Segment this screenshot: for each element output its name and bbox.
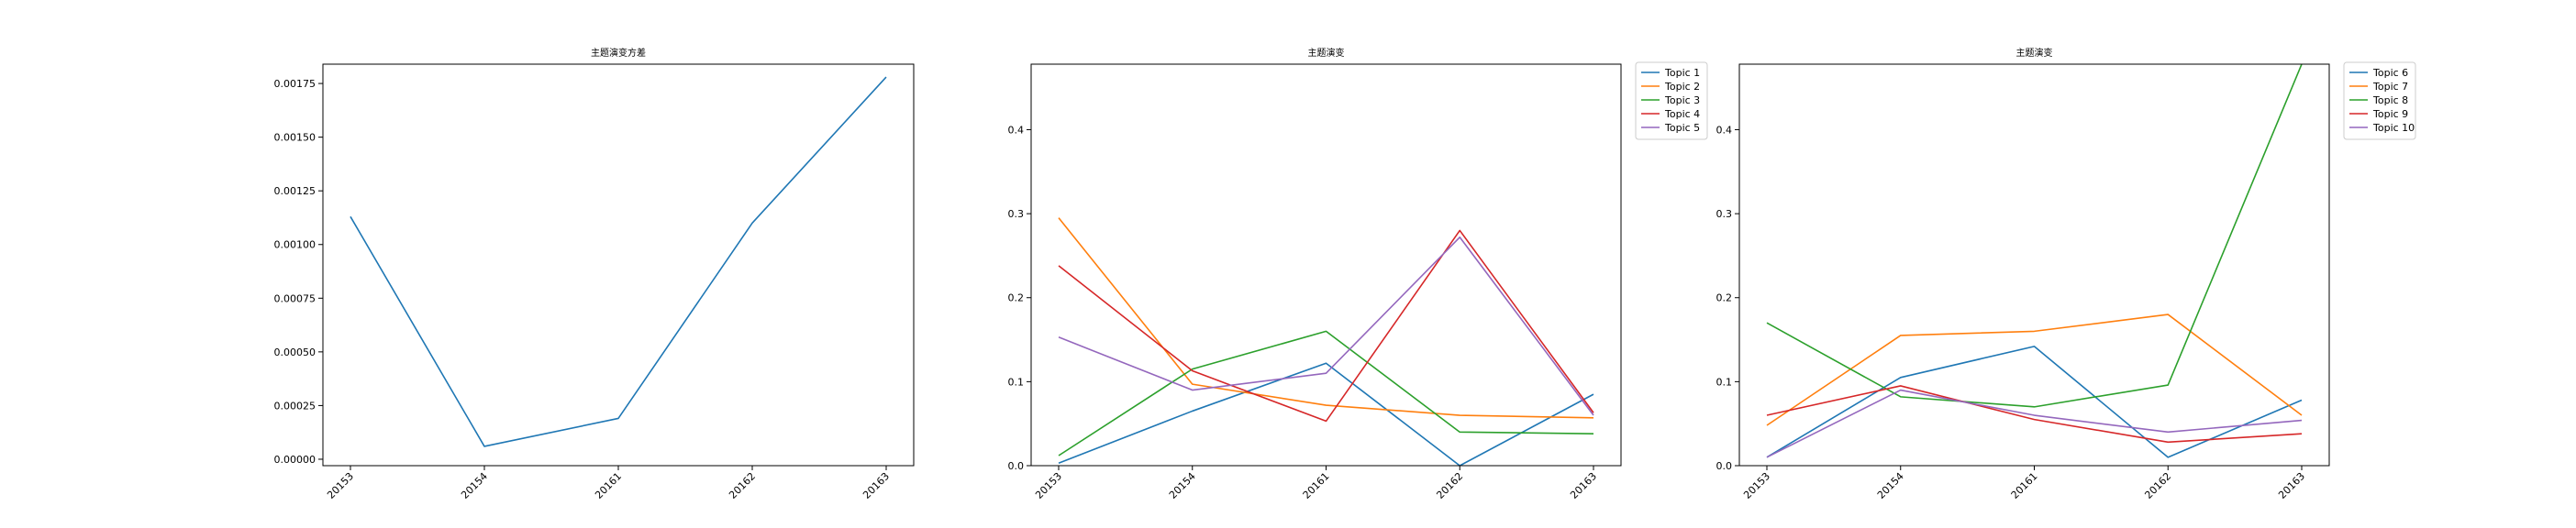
legend-label: Topic 6 [2372,67,2408,79]
x-tick-label: 20162 [727,470,758,501]
x-tick-label: 20161 [1301,470,1332,501]
x-tick-label: 20154 [1167,470,1198,501]
legend-label: Topic 8 [2372,94,2408,106]
series-line-4 [1058,229,1594,423]
x-tick-label: 20163 [861,470,892,501]
y-tick-label: 0.4 [1008,124,1025,136]
y-tick-label: 0.3 [1008,208,1025,220]
chart-title: 主题演变方差 [591,47,646,59]
y-tick-label: 0.2 [1008,292,1025,304]
legend-box [2343,61,2416,140]
y-tick-label: 0.00150 [274,132,316,144]
axes-frame [1030,63,1622,467]
series-line-1 [1058,362,1594,466]
x-tick-label: 20153 [1033,470,1064,501]
legend-label: Topic 10 [2372,122,2415,134]
series-line-5 [1058,236,1594,416]
x-tick-label: 20162 [2142,470,2173,501]
y-tick-label: 0.00175 [274,78,316,90]
x-tick-label: 20163 [2276,470,2307,501]
y-tick-label: 0.1 [1008,376,1025,388]
legend-label: Topic 7 [2372,81,2408,93]
y-tick-label: 0.00000 [274,454,316,466]
x-tick-label: 20153 [325,470,356,501]
y-tick-label: 0.1 [1716,376,1733,388]
y-tick-label: 0.4 [1716,124,1733,136]
y-tick-label: 0.00125 [274,185,316,197]
y-tick-label: 0.3 [1716,208,1733,220]
x-tick-label: 20161 [2009,470,2040,501]
legend-label: Topic 1 [1664,67,1700,79]
x-tick-label: 20161 [593,470,624,501]
series-line-4 [1766,385,2303,444]
chart-title: 主题演变 [1308,47,1345,59]
series-line-1 [1766,346,2303,458]
y-tick-label: 0.0 [1716,460,1733,472]
axes-frame [322,63,915,467]
series-line-2 [1766,314,2303,426]
y-tick-label: 0.00050 [274,346,316,358]
series-line-5 [1766,389,2303,458]
series-line-3 [1766,64,2303,408]
y-tick-label: 0.2 [1716,292,1733,304]
x-tick-label: 20163 [1568,470,1599,501]
y-tick-label: 0.00100 [274,239,316,251]
legend-box [1635,61,1708,140]
chart-title: 主题演变 [2016,47,2053,59]
chart-panel-1: 主题演变方差 0.00000 0.00025 0.00050 0.00075 0.0010… [274,47,915,501]
series-line-2 [1058,217,1594,419]
axes-frame [1738,63,2330,467]
legend-label: Topic 4 [1664,108,1700,120]
x-tick-label: 20154 [459,470,490,501]
legend-label: Topic 3 [1664,94,1700,106]
y-tick-label: 0.00075 [274,292,316,304]
chart-panel-2: 主题演变 0.0 0.1 0.2 0.3 0.4 20153 20154 20161 20162 2… [1008,47,1708,501]
y-tick-label: 0.00025 [274,400,316,412]
series-line-1 [350,76,887,447]
x-tick-label: 20153 [1741,470,1772,501]
x-tick-label: 20154 [1875,470,1906,501]
x-tick-label: 20162 [1434,470,1465,501]
legend-label: Topic 2 [1664,81,1700,93]
y-tick-label: 0.0 [1008,460,1025,472]
legend-label: Topic 9 [2372,108,2408,120]
legend-label: Topic 5 [1664,122,1700,134]
chart-panel-3: 主题演变 0.0 0.1 0.2 0.3 0.4 20153 20154 20161 20162 2… [1716,47,2416,501]
series-line-3 [1058,330,1594,456]
